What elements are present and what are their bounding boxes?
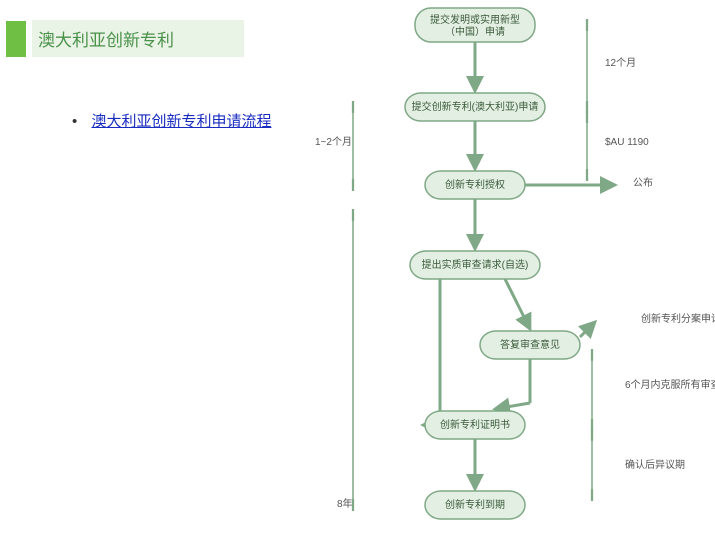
svg-text:答复审查意见: 答复审查意见 <box>500 338 560 351</box>
slide: 澳大利亚创新专利 • 澳大利亚创新专利申请流程 提交发明或实用新型（中国）申请提… <box>0 0 715 534</box>
title-accent-block <box>6 21 26 57</box>
svg-text:创新专利证明书: 创新专利证明书 <box>440 418 510 431</box>
slide-title: 澳大利亚创新专利 <box>38 31 174 50</box>
flowchart-svg: 提交发明或实用新型（中国）申请提交创新专利(澳大利亚)申请创新专利授权提出实质审… <box>295 0 715 534</box>
side-label: 8年 <box>337 497 353 510</box>
svg-text:提交创新专利(澳大利亚)申请: 提交创新专利(澳大利亚)申请 <box>412 100 539 113</box>
side-label: 创新专利分案申请 <box>641 312 715 325</box>
flow-node: 提交创新专利(澳大利亚)申请 <box>405 93 545 121</box>
flow-node: 创新专利证明书 <box>425 411 525 439</box>
flow-node: 答复审查意见 <box>480 331 580 359</box>
flowchart-diagram: 提交发明或实用新型（中国）申请提交创新专利(澳大利亚)申请创新专利授权提出实质审… <box>295 0 715 534</box>
svg-text:提出实质审查请求(自选): 提出实质审查请求(自选) <box>422 258 529 271</box>
title-strip: 澳大利亚创新专利 <box>32 20 244 57</box>
flow-node: 创新专利授权 <box>425 171 525 199</box>
svg-text:创新专利到期: 创新专利到期 <box>445 498 505 511</box>
bullet-item: • 澳大利亚创新专利申请流程 <box>72 110 271 131</box>
svg-text:（中国）申请: （中国）申请 <box>445 25 505 38</box>
side-label: 6个月内克服所有审查意见 <box>625 378 715 391</box>
title-bar: 澳大利亚创新专利 <box>6 20 244 57</box>
svg-text:提交发明或实用新型: 提交发明或实用新型 <box>430 13 520 26</box>
side-label: $AU 1190 <box>605 137 649 148</box>
bullet-dot: • <box>72 113 77 130</box>
side-label: 公布 <box>633 177 653 189</box>
side-label: 12个月 <box>605 57 636 69</box>
process-link[interactable]: 澳大利亚创新专利申请流程 <box>91 113 271 130</box>
side-label: 确认后异议期 <box>625 458 685 471</box>
flow-node: 提出实质审查请求(自选) <box>410 251 540 279</box>
flow-node: 提交发明或实用新型（中国）申请 <box>415 8 535 42</box>
side-label: 1~2个月 <box>315 136 352 148</box>
svg-text:创新专利授权: 创新专利授权 <box>445 178 505 191</box>
flow-node: 创新专利到期 <box>425 491 525 519</box>
